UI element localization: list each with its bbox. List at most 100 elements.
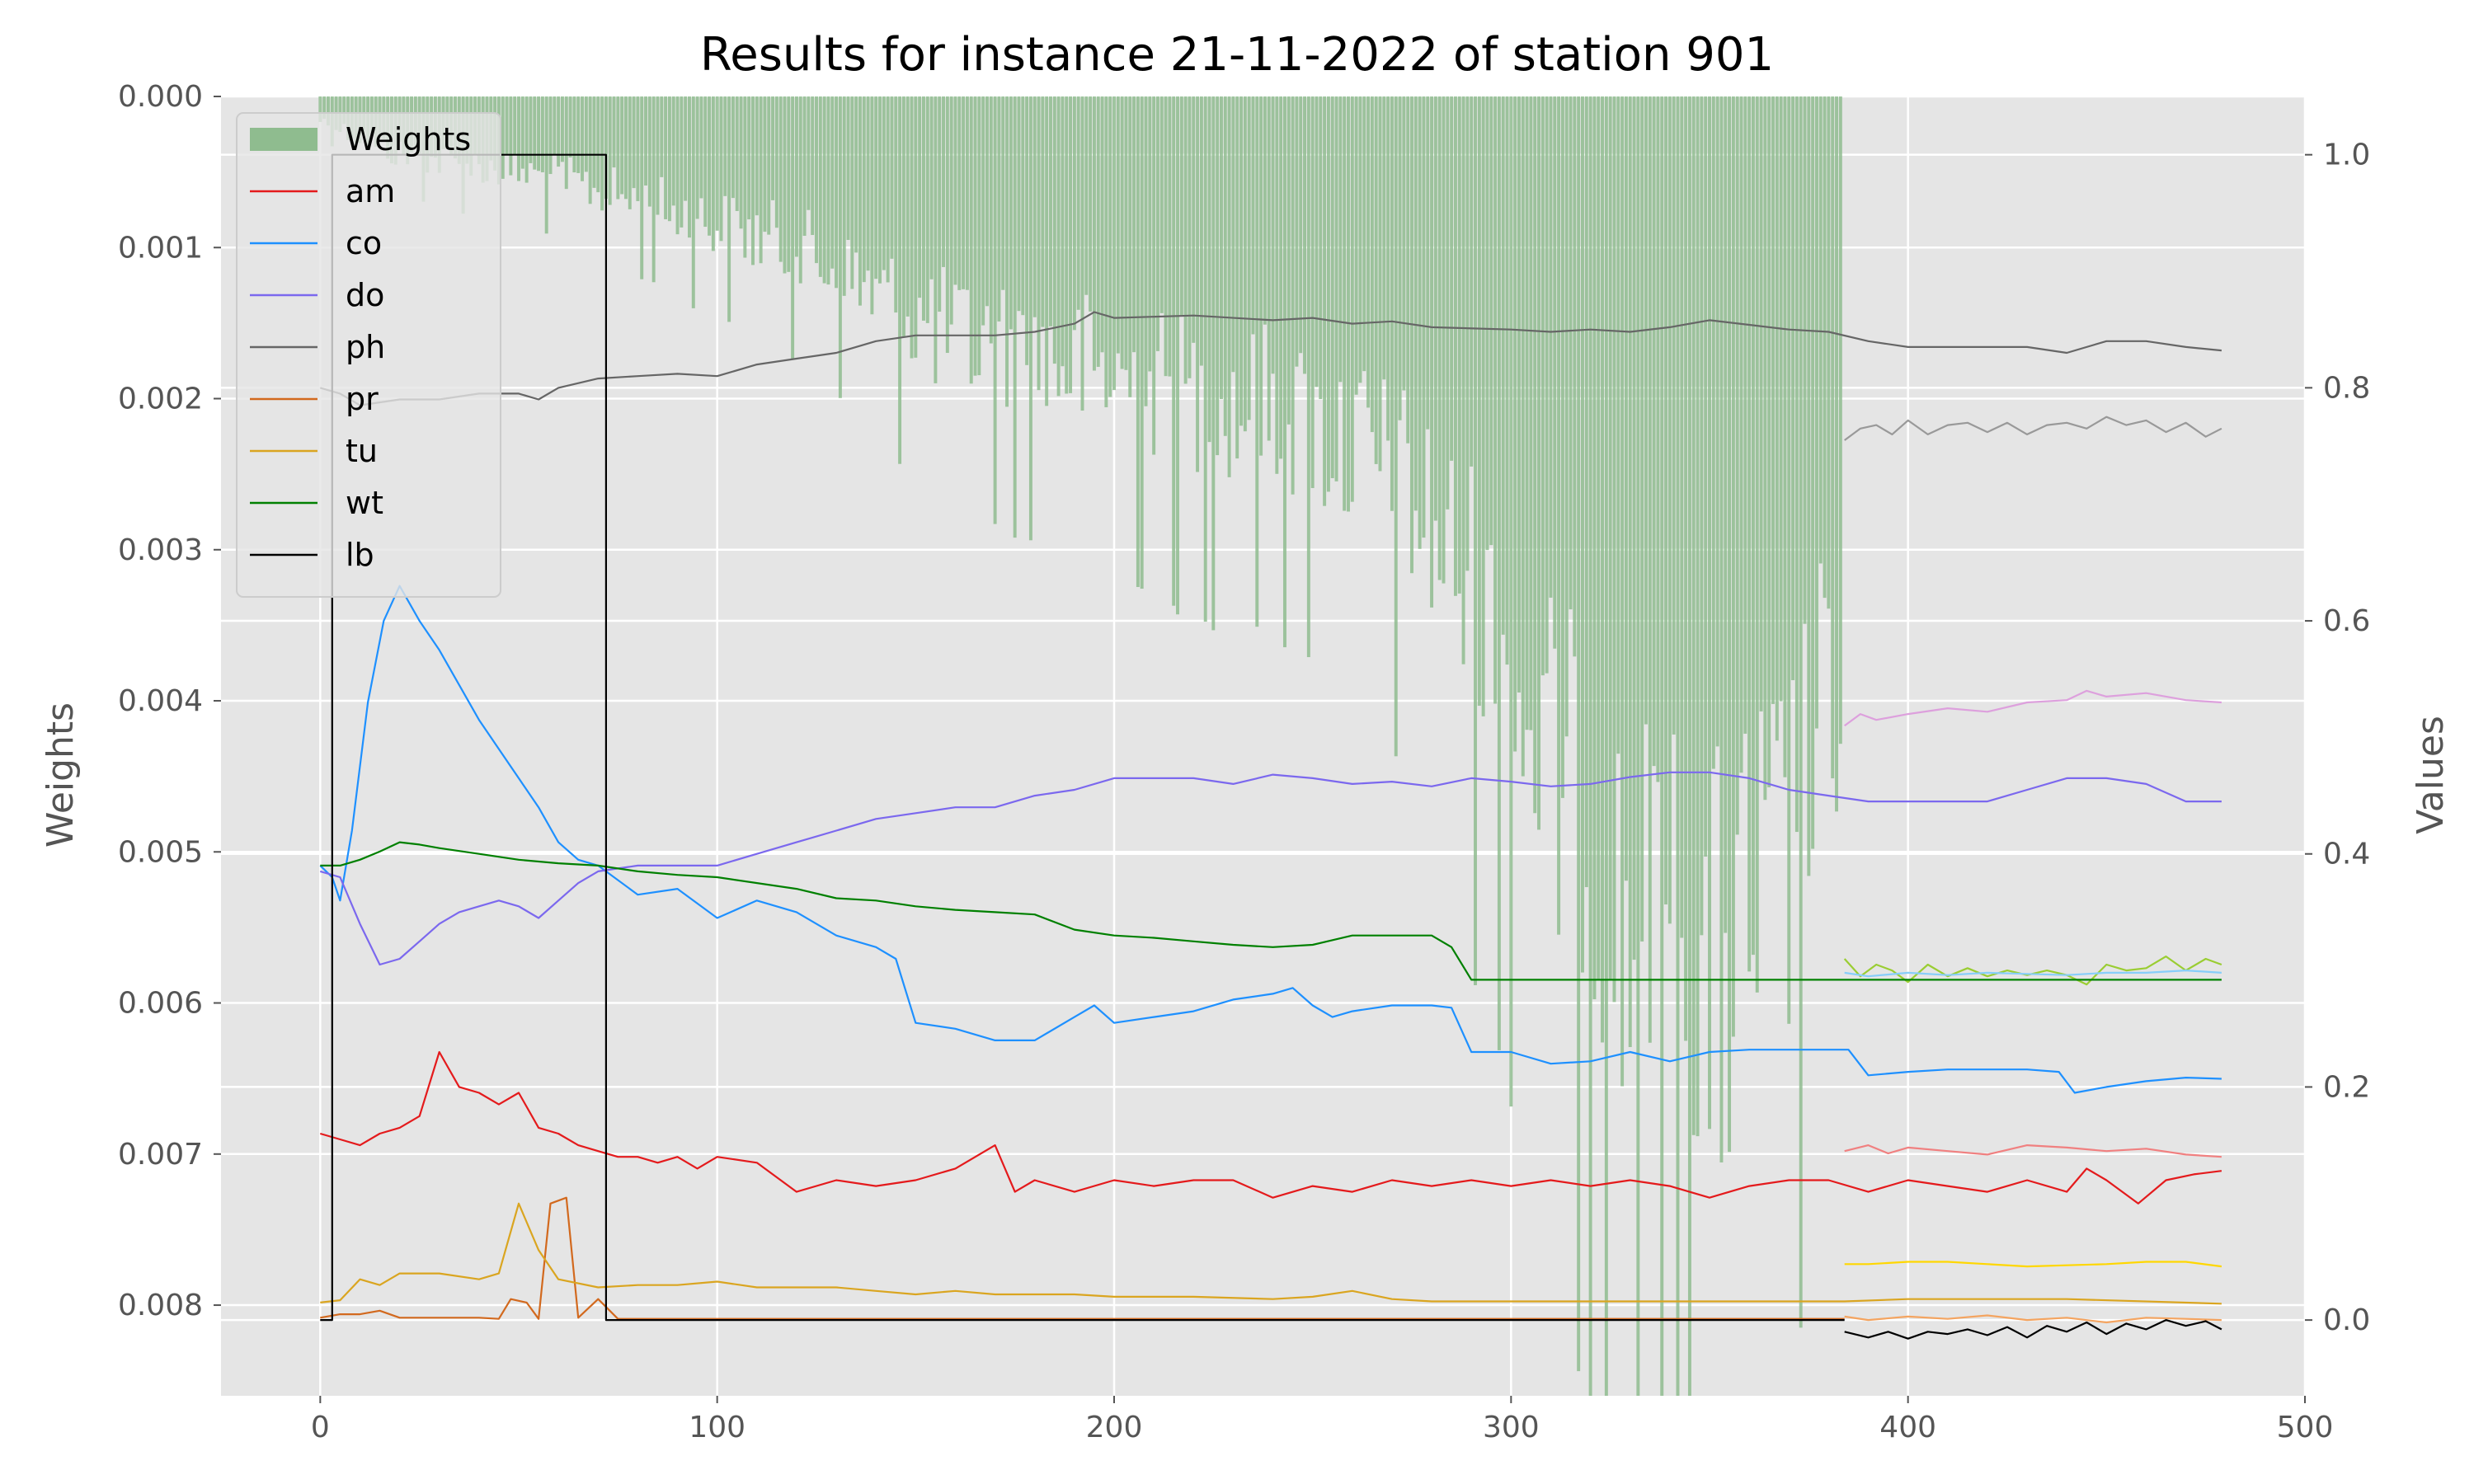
weight-bar [588, 96, 592, 204]
weight-bar [1485, 96, 1489, 551]
weight-bar [1450, 96, 1454, 461]
weight-bar [1493, 96, 1498, 704]
weight-bar [1259, 96, 1263, 456]
forecast-line [1844, 1261, 2222, 1268]
weight-bar [1291, 96, 1295, 495]
weight-bar [1644, 96, 1648, 725]
weight-bar [647, 96, 651, 207]
weight-bar [1620, 96, 1625, 1087]
legend-swatch-weights [250, 128, 317, 151]
weight-bar [1771, 96, 1775, 704]
weight-bar [584, 96, 588, 172]
left-tick-label: 0.008 [118, 1289, 203, 1322]
left-tick-label: 0.007 [118, 1138, 203, 1172]
weight-bar [1199, 96, 1203, 366]
weight-bar [1330, 96, 1334, 478]
weight-bar [1148, 96, 1152, 372]
right-tick-label: 0.2 [2323, 1070, 2370, 1104]
weight-bar [934, 96, 938, 383]
weight-bar [1116, 96, 1120, 354]
weight-bar [981, 96, 985, 326]
weight-bar [1247, 96, 1251, 420]
weight-bar [1056, 96, 1061, 397]
weight-bar [548, 96, 553, 175]
weight-bar [1747, 96, 1752, 972]
weight-bar [1724, 96, 1728, 933]
weight-bar [811, 96, 815, 236]
weight-bar [1192, 96, 1196, 343]
weight-bar [1295, 96, 1299, 367]
weight-bar [1282, 96, 1286, 648]
weight-bar [1231, 96, 1235, 373]
weight-bar [1286, 96, 1291, 425]
weight-bar [783, 96, 787, 274]
weight-bar [1525, 96, 1529, 730]
weight-bar [1529, 96, 1533, 730]
weight-bar [1382, 96, 1386, 380]
weight-bar [1684, 96, 1688, 1041]
weight-bar [1636, 96, 1640, 1396]
weight-bar [1255, 96, 1259, 627]
weight-bar [1152, 96, 1156, 455]
weight-bar [1588, 96, 1592, 1396]
weight-bar [1410, 96, 1413, 574]
x-tick-label: 300 [1483, 1411, 1540, 1444]
weight-bar [1719, 96, 1724, 1162]
weight-bar [1827, 96, 1831, 609]
weight-bar [1470, 96, 1474, 467]
weight-bar [1624, 96, 1628, 881]
weight-bar [1791, 96, 1795, 681]
weight-bar [620, 96, 624, 195]
weight-bar [1584, 96, 1588, 888]
x-tick-label: 200 [1086, 1411, 1143, 1444]
x-tick-label: 500 [2277, 1411, 2334, 1444]
weight-bar [1794, 96, 1799, 833]
legend-box [236, 112, 501, 598]
weight-bar [1731, 96, 1735, 1037]
weight-bar [997, 96, 1001, 322]
weight-bar [1461, 96, 1465, 665]
right-tick-label: 1.0 [2323, 139, 2370, 172]
x-tick-label: 0 [311, 1411, 330, 1444]
weight-bar [1005, 96, 1009, 407]
forecast-line [1844, 1314, 2222, 1324]
weight-bar [866, 96, 870, 271]
weight-bar [1505, 96, 1509, 665]
weight-bar [1763, 96, 1767, 801]
weight-bar [1667, 96, 1672, 924]
weight-bar [1803, 96, 1807, 624]
weight-bar [1183, 96, 1188, 384]
weight-bar [735, 96, 739, 211]
legend-label-tu: tu [346, 433, 378, 469]
weight-bar [965, 96, 969, 290]
weight-bar [815, 96, 818, 264]
weight-bar [687, 96, 691, 238]
legend-label-ph: ph [346, 329, 385, 365]
weight-bar [905, 96, 910, 317]
weight-bar [1533, 96, 1537, 814]
weight-bar [1136, 96, 1140, 587]
weight-bar [842, 96, 846, 296]
weight-bar [1275, 96, 1279, 474]
weight-bar [1386, 96, 1390, 441]
weight-bar [581, 96, 584, 181]
weight-bar [623, 96, 628, 200]
weight-bar [1564, 96, 1569, 737]
weight-bar [890, 96, 894, 259]
weight-bar [802, 96, 807, 237]
weight-bar [1089, 96, 1093, 312]
weight-bar [1124, 96, 1128, 370]
legend-label-pr: pr [346, 381, 379, 417]
weight-bar [898, 96, 902, 464]
weight-bar [1045, 96, 1049, 406]
weight-bar [993, 96, 997, 524]
weight-bar [1080, 96, 1084, 411]
weight-bar [1279, 96, 1283, 459]
weight-bar [1545, 96, 1549, 674]
weight-bar [969, 96, 973, 384]
legend-label-wt: wt [346, 485, 383, 521]
weight-bar [1179, 96, 1183, 316]
weight-bar [1028, 96, 1032, 541]
weight-bar [544, 96, 548, 234]
weight-bar [878, 96, 882, 284]
